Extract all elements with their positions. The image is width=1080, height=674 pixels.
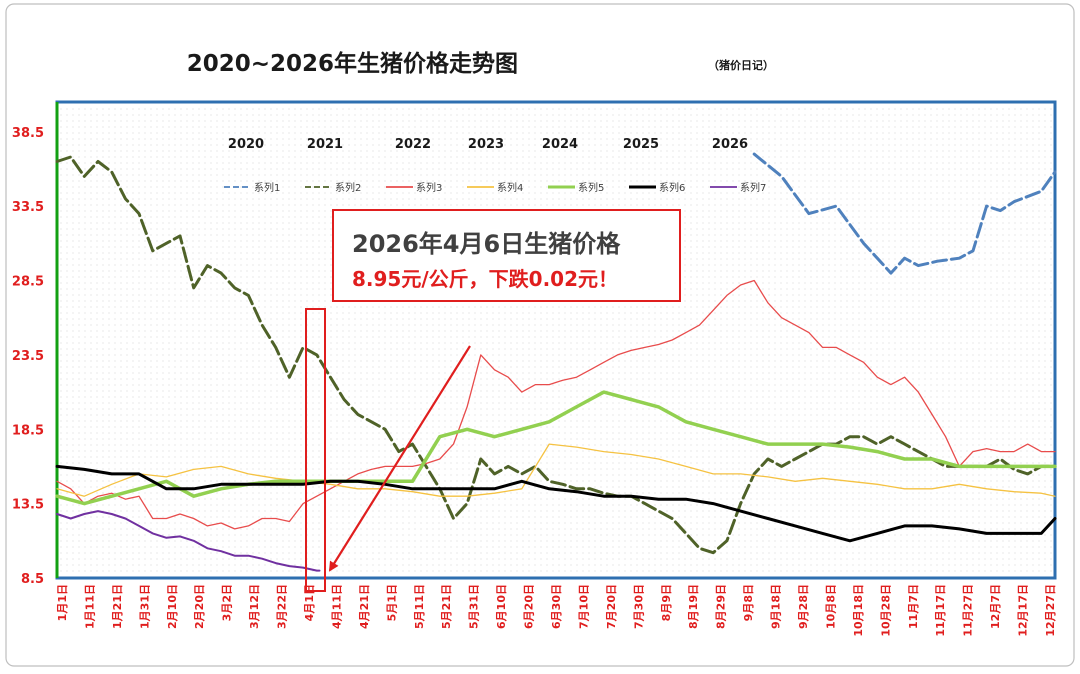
y-tick-label: 8.5 — [21, 572, 44, 587]
x-tick-label: 1月11日 — [83, 584, 96, 629]
x-tick-label: 9月28日 — [797, 584, 810, 629]
x-tick-label: 6月20日 — [523, 584, 536, 629]
x-tick-label: 1月31日 — [138, 584, 151, 629]
year-label: 2022 — [395, 137, 431, 152]
x-tick-label: 12月17日 — [1017, 584, 1030, 637]
series-line-4 — [56, 443, 1056, 497]
legend-label: 系列5 — [578, 181, 604, 194]
x-tick-label: 9月8日 — [742, 584, 755, 621]
x-tick-label: 7月30日 — [632, 584, 645, 629]
plot-area — [57, 102, 1055, 578]
x-tick-label: 5月21日 — [440, 584, 453, 629]
x-tick-label: 10月28日 — [879, 584, 892, 637]
x-tick-label: 2月10日 — [166, 584, 179, 629]
x-tick-label: 7月20日 — [605, 584, 618, 629]
x-tick-label: 3月22日 — [276, 584, 289, 629]
x-tick-label: 7月10日 — [577, 584, 590, 629]
legend: 系列1 系列2 系列3 系列4 系列5 系列6 系列7 — [224, 181, 766, 194]
x-tick-label: 12月27日 — [1044, 584, 1057, 637]
highlight-box — [305, 308, 326, 592]
y-axis-ticks: 8.5 13.5 18.5 23.5 28.5 33.5 38.5 — [12, 126, 44, 587]
year-labels: 2020 2021 2022 2023 2024 2025 2026 — [228, 137, 748, 152]
x-tick-label: 5月11日 — [413, 584, 426, 629]
y-tick-label: 38.5 — [12, 126, 44, 141]
x-tick-label: 12月7日 — [989, 584, 1002, 629]
year-label: 2026 — [712, 137, 748, 152]
year-label: 2023 — [468, 137, 504, 152]
x-tick-label: 3月12日 — [248, 584, 261, 629]
x-tick-label: 3月2日 — [221, 584, 234, 621]
legend-label: 系列4 — [497, 181, 523, 194]
x-tick-label: 4月21日 — [358, 584, 371, 629]
legend-label: 系列3 — [416, 181, 442, 194]
y-tick-label: 23.5 — [12, 349, 44, 364]
x-tick-label: 4月11日 — [330, 584, 343, 629]
x-tick-label: 1月21日 — [111, 584, 124, 629]
series-lines — [55, 152, 1057, 572]
annotation-headline: 2026年4月6日生猪价格 — [352, 230, 621, 258]
x-tick-label: 1月1日 — [56, 584, 69, 621]
x-tick-label: 11月27日 — [962, 584, 975, 637]
x-tick-label: 8月19日 — [687, 584, 700, 629]
y-tick-label: 33.5 — [12, 200, 44, 215]
legend-label: 系列6 — [659, 181, 685, 194]
x-tick-label: 10月8日 — [824, 584, 837, 629]
year-label: 2020 — [228, 137, 264, 152]
x-tick-label: 10月18日 — [852, 584, 865, 637]
year-label: 2025 — [623, 137, 659, 152]
annotation-detail: 8.95元/公斤，下跌0.02元！ — [352, 267, 618, 291]
x-tick-label: 8月29日 — [715, 584, 728, 629]
x-tick-label: 11月17日 — [934, 584, 947, 637]
series-line-3 — [56, 279, 1056, 530]
year-label: 2021 — [307, 137, 343, 152]
legend-label: 系列2 — [335, 181, 361, 194]
legend-label: 系列1 — [254, 181, 280, 194]
annotation-arrow — [328, 345, 471, 572]
x-tick-label: 9月18日 — [770, 584, 783, 629]
year-label: 2024 — [542, 137, 578, 152]
y-tick-label: 18.5 — [12, 423, 44, 438]
chart-title: 2020~2026年生猪价格走势图 — [187, 50, 518, 77]
y-tick-label: 13.5 — [12, 498, 44, 513]
series-line-2 — [55, 155, 1057, 555]
x-tick-label: 8月9日 — [660, 584, 673, 621]
series-line-7 — [56, 510, 321, 572]
series-line-1 — [752, 152, 1057, 275]
x-tick-label: 5月1日 — [385, 584, 398, 621]
x-tick-label: 6月30日 — [550, 584, 563, 629]
x-tick-label: 6月10日 — [495, 584, 508, 629]
x-axis-ticks: 1月1日 1月11日 1月21日 1月31日 2月10日 2月20日 3月2日 3月12日 3月… — [56, 584, 1057, 637]
x-tick-label: 5月31日 — [468, 584, 481, 629]
x-tick-label: 4月1日 — [303, 584, 316, 621]
chart-subtitle: （猪价日记） — [708, 58, 774, 72]
series-line-6 — [55, 464, 1057, 543]
legend-label: 系列7 — [740, 181, 766, 194]
x-tick-label: 2月20日 — [193, 584, 206, 629]
series-line-5 — [55, 390, 1057, 506]
annotation-box — [332, 209, 681, 302]
y-tick-label: 28.5 — [12, 275, 44, 290]
x-tick-label: 11月7日 — [907, 584, 920, 629]
